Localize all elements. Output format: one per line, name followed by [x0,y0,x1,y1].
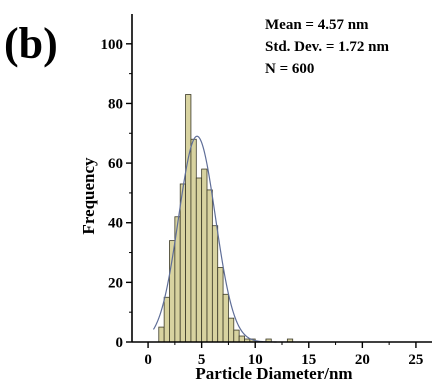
histogram-bar [228,317,235,343]
histogram-bar [233,329,240,343]
y-tick-label: 60 [108,156,123,172]
histogram-bar [201,168,208,343]
histogram-bar [211,225,219,343]
y-tick-label: 0 [116,335,124,351]
histogram-bar [163,296,170,343]
histogram-bar [222,293,229,343]
x-tick-label: 15 [301,352,316,368]
histogram-bar [158,326,165,343]
gaussian-fit-curve [152,135,277,343]
y-ticks: 0 20 40 60 80 100 [101,37,132,351]
histogram-bar [206,189,213,343]
x-tick-label: 20 [355,352,370,368]
histogram-bar [217,267,224,343]
y-tick-label: 40 [108,216,123,232]
histogram-bar [238,335,245,343]
sample-size-annotation: N = 600 [265,61,314,77]
x-tick-label: 25 [408,352,423,368]
x-ticks: 0 5 10 15 20 25 [144,342,423,368]
histogram-bar [195,177,203,343]
mean-annotation: Mean = 4.57 nm [265,17,369,33]
x-tick-label: 10 [248,352,263,368]
y-tick-label: 80 [108,96,123,112]
panel-label: (b) [4,19,58,68]
histogram-bar [185,94,192,343]
histogram-bar [179,183,186,343]
x-axis-label: Particle Diameter/nm [195,364,352,383]
x-tick-label: 5 [198,352,206,368]
x-tick-label: 0 [144,352,152,368]
y-tick-label: 20 [108,275,123,291]
std-dev-annotation: Std. Dev. = 1.72 nm [265,39,389,55]
histogram-bar [190,138,197,343]
y-tick-label: 100 [101,37,124,53]
y-axis-label: Frequency [79,157,98,235]
